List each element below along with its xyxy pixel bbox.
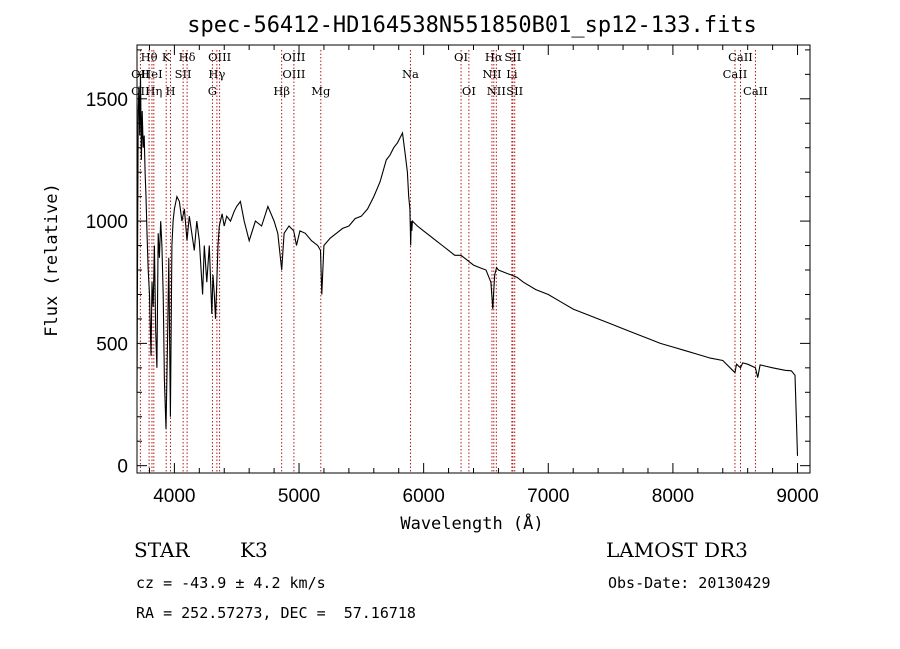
line-marker-label: OI xyxy=(454,50,468,64)
line-marker-label: SII xyxy=(504,50,521,64)
line-marker-label: Hθ xyxy=(141,50,158,64)
line-marker-label: Hδ xyxy=(179,50,196,64)
line-marker-label: Hγ xyxy=(208,67,225,81)
x-tick-label: 4000 xyxy=(153,486,195,507)
line-marker-label: OIII xyxy=(282,67,305,81)
x-axis-label: Wavelength (Å) xyxy=(400,512,543,534)
line-marker-label: SII xyxy=(175,67,192,81)
line-marker-label: Li xyxy=(506,67,518,81)
line-marker-label: OIII xyxy=(208,50,231,64)
line-marker-label: Hβ xyxy=(273,84,290,98)
line-marker-label: Na xyxy=(402,67,419,81)
line-marker-label: G xyxy=(208,84,217,98)
object-class: STAR xyxy=(134,538,190,562)
plot-frame xyxy=(136,44,811,474)
y-axis-ticks: 0 500 1000 1500 xyxy=(86,49,810,478)
observation-date: Obs-Date: 20130429 xyxy=(608,574,771,592)
y-tick-label: 0 xyxy=(117,457,128,478)
line-marker-label: HeI xyxy=(141,67,162,81)
line-marker-label: Hη xyxy=(145,84,162,98)
line-marker-label: NII xyxy=(487,84,506,98)
line-marker-label: OI xyxy=(462,84,476,98)
line-marker-label: CaII xyxy=(743,84,768,98)
emission-line-markers xyxy=(139,50,756,473)
y-tick-label: 500 xyxy=(96,334,128,355)
x-axis-ticks: 4000 5000 6000 7000 8000 9000 xyxy=(148,45,819,507)
line-marker-label: CaII xyxy=(723,67,748,81)
x-tick-label: 8000 xyxy=(652,486,694,507)
line-marker-label: SII xyxy=(506,84,523,98)
redshift-cz: cz = -43.9 ± 4.2 km/s xyxy=(136,574,326,592)
y-tick-label: 1500 xyxy=(86,90,128,111)
line-marker-label: Hα xyxy=(485,50,503,64)
spectrum-line xyxy=(136,74,799,456)
y-tick-label: 1000 xyxy=(86,212,128,233)
coordinates: RA = 252.57273, DEC = 57.16718 xyxy=(136,604,416,622)
line-marker-label: CaII xyxy=(728,50,753,64)
y-axis-label: Flux (relative) xyxy=(42,183,62,337)
line-marker-label: Mg xyxy=(311,84,331,98)
x-tick-label: 6000 xyxy=(403,486,445,507)
x-tick-label: 9000 xyxy=(776,486,818,507)
object-subclass: K3 xyxy=(240,538,268,562)
line-marker-label: K xyxy=(162,50,171,64)
survey-name: LAMOST DR3 xyxy=(606,538,748,562)
line-marker-label: NII xyxy=(482,67,501,81)
chart-title: spec-56412-HD164538N551850B01_sp12-133.f… xyxy=(187,13,757,38)
x-tick-label: 5000 xyxy=(278,486,320,507)
line-marker-label: H xyxy=(166,84,176,98)
line-marker-label: OIII xyxy=(282,50,305,64)
x-tick-label: 7000 xyxy=(527,486,569,507)
